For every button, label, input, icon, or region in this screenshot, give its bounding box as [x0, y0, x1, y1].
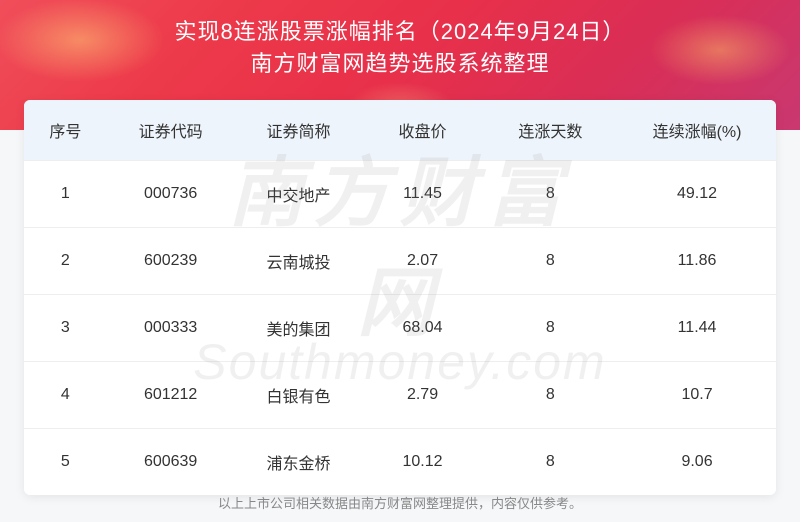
cell-seq: 1 [24, 161, 107, 228]
cell-code: 601212 [107, 362, 235, 429]
table-row: 2600239云南城投2.07811.86 [24, 228, 776, 295]
title-line-2: 南方财富网趋势选股系统整理 [0, 48, 800, 80]
cell-seq: 2 [24, 228, 107, 295]
table-header-row: 序号证券代码证券简称收盘价连涨天数连续涨幅(%) [24, 100, 776, 161]
table-row: 1000736中交地产11.45849.12 [24, 161, 776, 228]
cell-close: 68.04 [362, 295, 482, 362]
cell-pct: 9.06 [618, 429, 776, 496]
cell-days: 8 [483, 161, 618, 228]
cell-days: 8 [483, 362, 618, 429]
cell-name: 中交地产 [235, 161, 363, 228]
cell-code: 600639 [107, 429, 235, 496]
cell-days: 8 [483, 228, 618, 295]
cell-name: 白银有色 [235, 362, 363, 429]
cell-name: 美的集团 [235, 295, 363, 362]
table-row: 4601212白银有色2.79810.7 [24, 362, 776, 429]
cell-name: 云南城投 [235, 228, 363, 295]
cell-close: 11.45 [362, 161, 482, 228]
cell-close: 2.79 [362, 362, 482, 429]
title-line-1: 实现8连涨股票涨幅排名（2024年9月24日） [0, 16, 800, 48]
table-row: 5600639浦东金桥10.1289.06 [24, 429, 776, 496]
footer-disclaimer: 以上上市公司相关数据由南方财富网整理提供，内容仅供参考。 [0, 493, 800, 512]
cell-close: 2.07 [362, 228, 482, 295]
cell-code: 600239 [107, 228, 235, 295]
cell-days: 8 [483, 295, 618, 362]
cell-code: 000736 [107, 161, 235, 228]
cell-pct: 49.12 [618, 161, 776, 228]
table-header-seq: 序号 [24, 100, 107, 161]
table-header-close: 收盘价 [362, 100, 482, 161]
cell-code: 000333 [107, 295, 235, 362]
table-header-pct: 连续涨幅(%) [618, 100, 776, 161]
cell-pct: 11.86 [618, 228, 776, 295]
cell-seq: 3 [24, 295, 107, 362]
cell-seq: 4 [24, 362, 107, 429]
cell-days: 8 [483, 429, 618, 496]
table-header-code: 证券代码 [107, 100, 235, 161]
cell-close: 10.12 [362, 429, 482, 496]
table-body: 1000736中交地产11.45849.122600239云南城投2.07811… [24, 161, 776, 496]
table-row: 3000333美的集团68.04811.44 [24, 295, 776, 362]
cell-seq: 5 [24, 429, 107, 496]
table-header-days: 连涨天数 [483, 100, 618, 161]
cell-name: 浦东金桥 [235, 429, 363, 496]
header-title-block: 实现8连涨股票涨幅排名（2024年9月24日） 南方财富网趋势选股系统整理 [0, 0, 800, 80]
ranking-table-container: 序号证券代码证券简称收盘价连涨天数连续涨幅(%) 1000736中交地产11.4… [24, 100, 776, 495]
cell-pct: 10.7 [618, 362, 776, 429]
table-header-name: 证券简称 [235, 100, 363, 161]
cell-pct: 11.44 [618, 295, 776, 362]
ranking-table: 序号证券代码证券简称收盘价连涨天数连续涨幅(%) 1000736中交地产11.4… [24, 100, 776, 495]
